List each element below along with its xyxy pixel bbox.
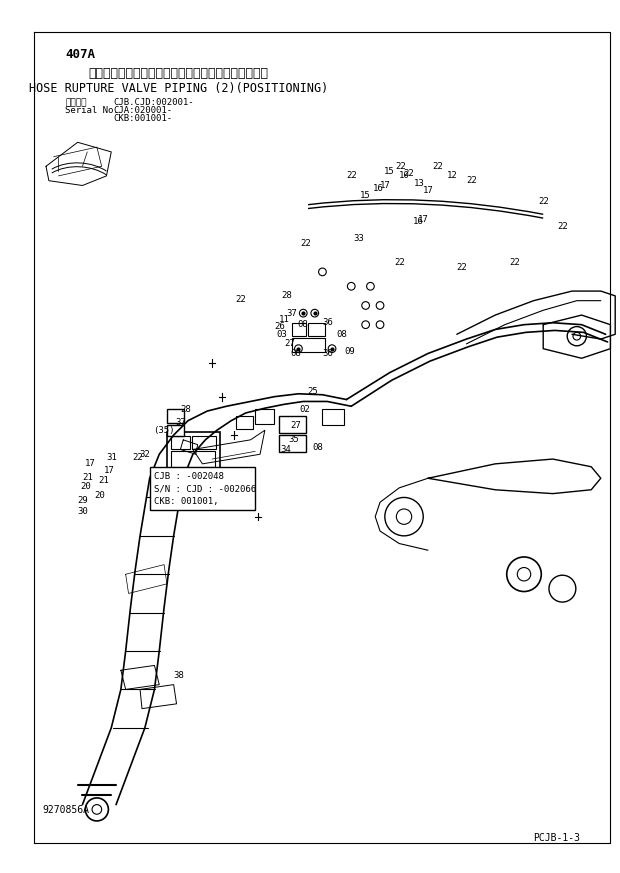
Text: 02: 02 [300,405,311,414]
Text: 21: 21 [82,473,92,482]
Text: 20: 20 [94,491,105,500]
Text: 08: 08 [298,320,309,329]
Text: CKB:001001-: CKB:001001- [113,113,172,122]
Text: 22: 22 [394,258,405,267]
Text: 25: 25 [308,388,318,396]
Text: 32: 32 [140,450,150,458]
Bar [149,467,255,510]
Text: 22: 22 [396,162,407,171]
Bar [170,436,190,450]
Text: HOSE RUPTURE VALVE PIPING (2)(POSITIONING): HOSE RUPTURE VALVE PIPING (2)(POSITIONIN… [29,82,328,95]
Text: 22: 22 [466,176,477,185]
Text: 17: 17 [418,215,428,223]
Text: 37: 37 [175,418,186,427]
Text: 26: 26 [274,322,285,331]
Text: 17: 17 [423,186,433,195]
Text: 36: 36 [322,349,332,358]
Text: 20: 20 [80,483,91,491]
Text: 33: 33 [353,234,365,243]
Text: Serial No.: Serial No. [65,106,119,115]
Text: 15: 15 [384,167,395,175]
Text: 37: 37 [286,309,297,318]
Text: PCJB-1-3: PCJB-1-3 [534,834,580,843]
Bar [279,416,306,433]
Text: 407A: 407A [65,48,95,61]
Text: 27: 27 [290,421,301,430]
Text: 13: 13 [414,179,425,188]
Bar [292,323,306,336]
Bar [170,451,215,467]
Text: 22: 22 [538,197,549,206]
Text: 38: 38 [173,670,184,679]
Text: 17: 17 [104,466,115,475]
Bar [167,432,219,469]
Text: 22: 22 [346,171,356,181]
Bar [167,409,184,423]
Text: 9270856A: 9270856A [42,805,89,815]
Bar [292,338,326,352]
Text: 11: 11 [278,315,290,325]
Text: 10: 10 [399,171,409,181]
Bar [255,409,275,423]
Text: 28: 28 [181,405,192,414]
Text: 35: 35 [288,436,299,444]
Text: 22: 22 [236,295,246,304]
Text: 22: 22 [509,258,520,267]
Text: CJB.CJD:002001-: CJB.CJD:002001- [113,98,194,107]
Text: ホースラプチャバルブ配管（２）（ポジショニング）: ホースラプチャバルブ配管（２）（ポジショニング） [89,67,268,80]
Text: 31: 31 [106,452,117,462]
Text: 22: 22 [133,452,143,462]
Text: 16: 16 [373,184,384,193]
Bar [322,409,343,424]
Text: CKB: 001001,: CKB: 001001, [154,498,219,506]
Text: 21: 21 [98,476,109,485]
Bar [279,435,306,452]
Text: 17: 17 [85,459,95,468]
Bar [192,436,216,450]
Text: 17: 17 [379,181,390,190]
Bar [308,323,326,336]
Text: CJB : -002048: CJB : -002048 [154,472,224,482]
Text: 22: 22 [557,223,568,231]
Text: (35): (35) [153,426,175,435]
Text: 27: 27 [285,340,295,348]
Text: 適用号機: 適用号機 [65,98,87,107]
Text: 22: 22 [404,168,414,177]
Text: 08: 08 [312,443,323,452]
Text: 36: 36 [322,319,332,327]
Text: 08: 08 [290,349,301,358]
Bar [236,416,254,430]
Text: 22: 22 [432,162,443,171]
Text: S/N : CJD : -002066: S/N : CJD : -002066 [154,485,257,494]
Text: 16: 16 [413,217,424,225]
Text: 03: 03 [277,330,288,339]
Text: 15: 15 [360,190,371,200]
Text: CJA:020001-: CJA:020001- [113,106,172,115]
Text: 28: 28 [281,292,292,300]
Text: 34: 34 [281,445,291,454]
Text: 12: 12 [446,171,458,181]
Text: 09: 09 [344,347,355,356]
Bar [167,424,184,436]
Text: 22: 22 [301,238,311,248]
Text: 29: 29 [77,496,88,505]
Text: 30: 30 [77,507,88,516]
Text: 08: 08 [336,330,347,339]
Text: 22: 22 [456,263,467,272]
